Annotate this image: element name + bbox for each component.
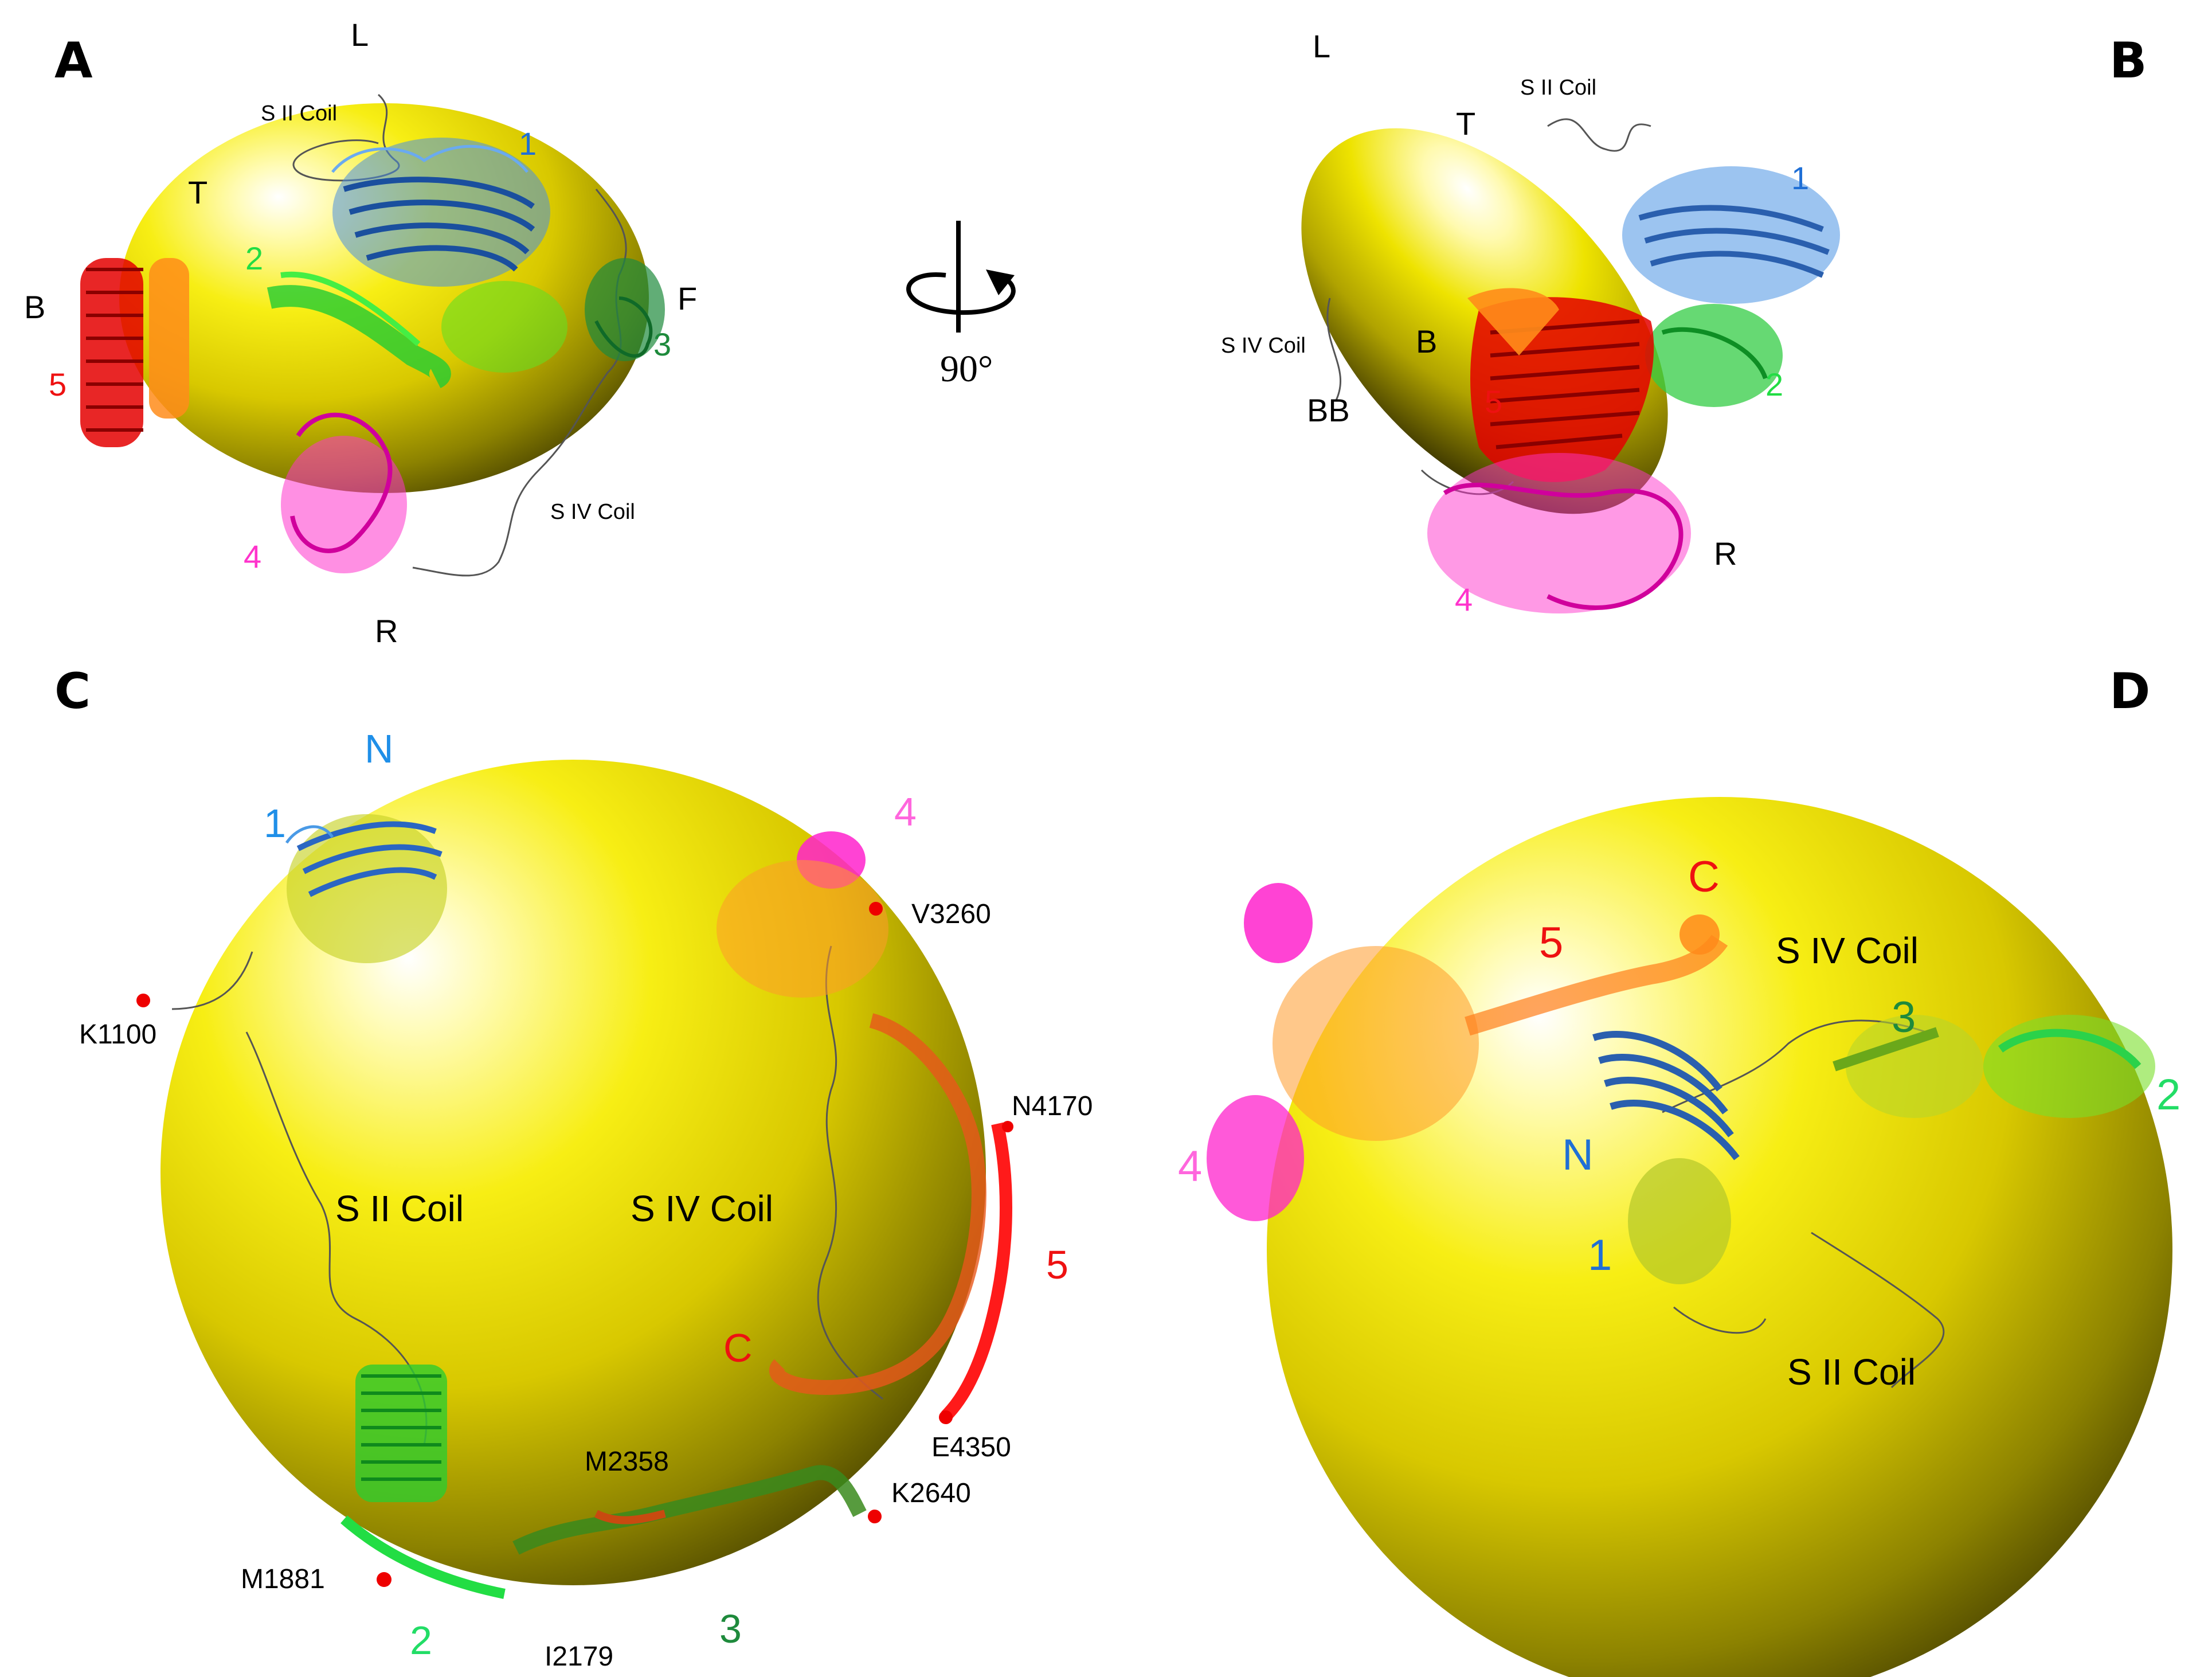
domain-4-structure <box>281 412 407 573</box>
domain-4-structure-b <box>1427 453 1691 613</box>
domain-label-1-b: 1 <box>1791 160 1809 196</box>
panel-a: A L <box>24 17 697 649</box>
coil-label-s4-a: S IV Coil <box>550 500 635 524</box>
domain-1-structure-b <box>1622 166 1840 304</box>
residue-label-K1100: K1100 <box>79 1019 156 1050</box>
domain-4-structure-d <box>1207 883 1313 1221</box>
domain-label-2-a: 2 <box>245 240 263 276</box>
residue-marker-K2640 <box>868 1510 882 1523</box>
orientation-label-mid-b: B <box>1416 323 1437 359</box>
terminus-label-c-d: C <box>1688 853 1720 901</box>
domain-4-structure-c <box>717 831 888 998</box>
domain-label-4-a: 4 <box>244 538 261 574</box>
orientation-label-top-a: L <box>351 17 369 53</box>
orientation-label-bottom-a: R <box>375 613 398 649</box>
rotation-arrow-icon <box>986 269 1015 295</box>
residue-label-M2358: M2358 <box>585 1447 669 1477</box>
orientation-label-left-a: B <box>24 289 45 325</box>
domain-label-5-b: 5 <box>1485 384 1502 420</box>
coil-label-s2-a: S II Coil <box>261 101 337 126</box>
coil-label-s2-b: S II Coil <box>1520 76 1596 100</box>
panel-c: C <box>54 663 1093 1672</box>
orientation-label-top-b: L <box>1313 28 1330 64</box>
domain-5-structure-c <box>769 1013 1012 1421</box>
domain-label-1-d: 1 <box>1588 1231 1612 1280</box>
domain-2-structure <box>267 271 567 388</box>
domain-label-3-c: 3 <box>719 1606 742 1651</box>
orientation-label-right-a: F <box>678 280 697 316</box>
panel-label-a: A <box>54 32 93 89</box>
coil-label-s4-b: S IV Coil <box>1221 334 1306 358</box>
domain-label-2-d: 2 <box>2156 1070 2180 1119</box>
panel-b: B L T S II Coil S IV Coil B BB R 1 2 4 <box>1221 28 2147 617</box>
residue-marker-N4170 <box>1002 1121 1013 1132</box>
rotation-indicator: 90° <box>906 221 1016 390</box>
orientation-label-right-b: R <box>1714 535 1737 572</box>
coil-label-s4-d: S IV Coil <box>1776 930 1919 971</box>
rotation-arc <box>906 272 1016 315</box>
domain-1-structure <box>331 138 550 287</box>
residue-label-M1881: M1881 <box>241 1564 325 1594</box>
domain-1-structure-d <box>1592 1031 1740 1284</box>
domain-2-structure-d <box>1983 1015 2155 1118</box>
domain-label-2-c: 2 <box>410 1618 432 1663</box>
residue-marker-K1100 <box>136 994 150 1007</box>
panel-d: D C 5 S IV Coil 3 <box>1178 663 2180 1677</box>
domain-label-4-c: 4 <box>894 789 917 834</box>
residue-label-K2640: K2640 <box>891 1478 971 1508</box>
coil-label-s2-c: S II Coil <box>335 1188 464 1229</box>
domain-label-2-b: 2 <box>1765 366 1783 402</box>
domain-label-4-d: 4 <box>1178 1142 1202 1191</box>
domain-1-structure-c <box>285 814 447 963</box>
orientation-label-center-a: T <box>188 174 208 210</box>
residue-label-N4170: N4170 <box>1012 1091 1093 1121</box>
domain-5-structure-b <box>1467 288 1654 482</box>
panel-label-b: B <box>2109 32 2147 89</box>
residue-label-I2179: I2179 <box>545 1641 613 1672</box>
domain-2-structure-b <box>1645 304 1783 407</box>
domain-5-structure-d <box>1273 914 1728 1141</box>
domain-label-5-a: 5 <box>49 366 66 402</box>
panel-label-c: C <box>54 663 91 720</box>
rotation-angle-label: 90° <box>940 348 993 390</box>
domain-label-1-c: 1 <box>264 801 286 846</box>
coil-label-s4-c: S IV Coil <box>631 1188 773 1229</box>
residue-marker-M1881 <box>377 1572 391 1587</box>
panel-label-d: D <box>2109 663 2150 720</box>
terminus-label-n-d: N <box>1562 1131 1594 1179</box>
domain-label-3-d: 3 <box>1892 993 1916 1042</box>
coil-label-s2-d: S II Coil <box>1787 1351 1916 1393</box>
orientation-label-center-b: T <box>1456 105 1475 142</box>
orientation-label-lower-b: BB <box>1307 392 1350 428</box>
domain-label-1-a: 1 <box>519 126 537 162</box>
residue-label-E4350: E4350 <box>931 1432 1011 1463</box>
domain-5-structure <box>80 258 189 447</box>
residue-label-V3260: V3260 <box>911 899 991 929</box>
domain-2-structure-c <box>340 1365 506 1599</box>
domain-label-5-c: 5 <box>1046 1242 1068 1287</box>
domain-3-structure-d <box>1833 1015 1983 1118</box>
terminus-label-n-c: N <box>365 726 394 771</box>
domain-label-3-a: 3 <box>653 326 671 362</box>
domain-label-4-b: 4 <box>1455 581 1473 617</box>
residue-marker-V3260 <box>869 902 883 916</box>
domain-label-5-d: 5 <box>1539 918 1563 967</box>
terminus-label-c-c: C <box>723 1326 753 1370</box>
domain-3-structure-c <box>512 1465 867 1555</box>
residue-marker-E4350 <box>939 1410 953 1424</box>
domain-3-structure <box>585 258 665 361</box>
